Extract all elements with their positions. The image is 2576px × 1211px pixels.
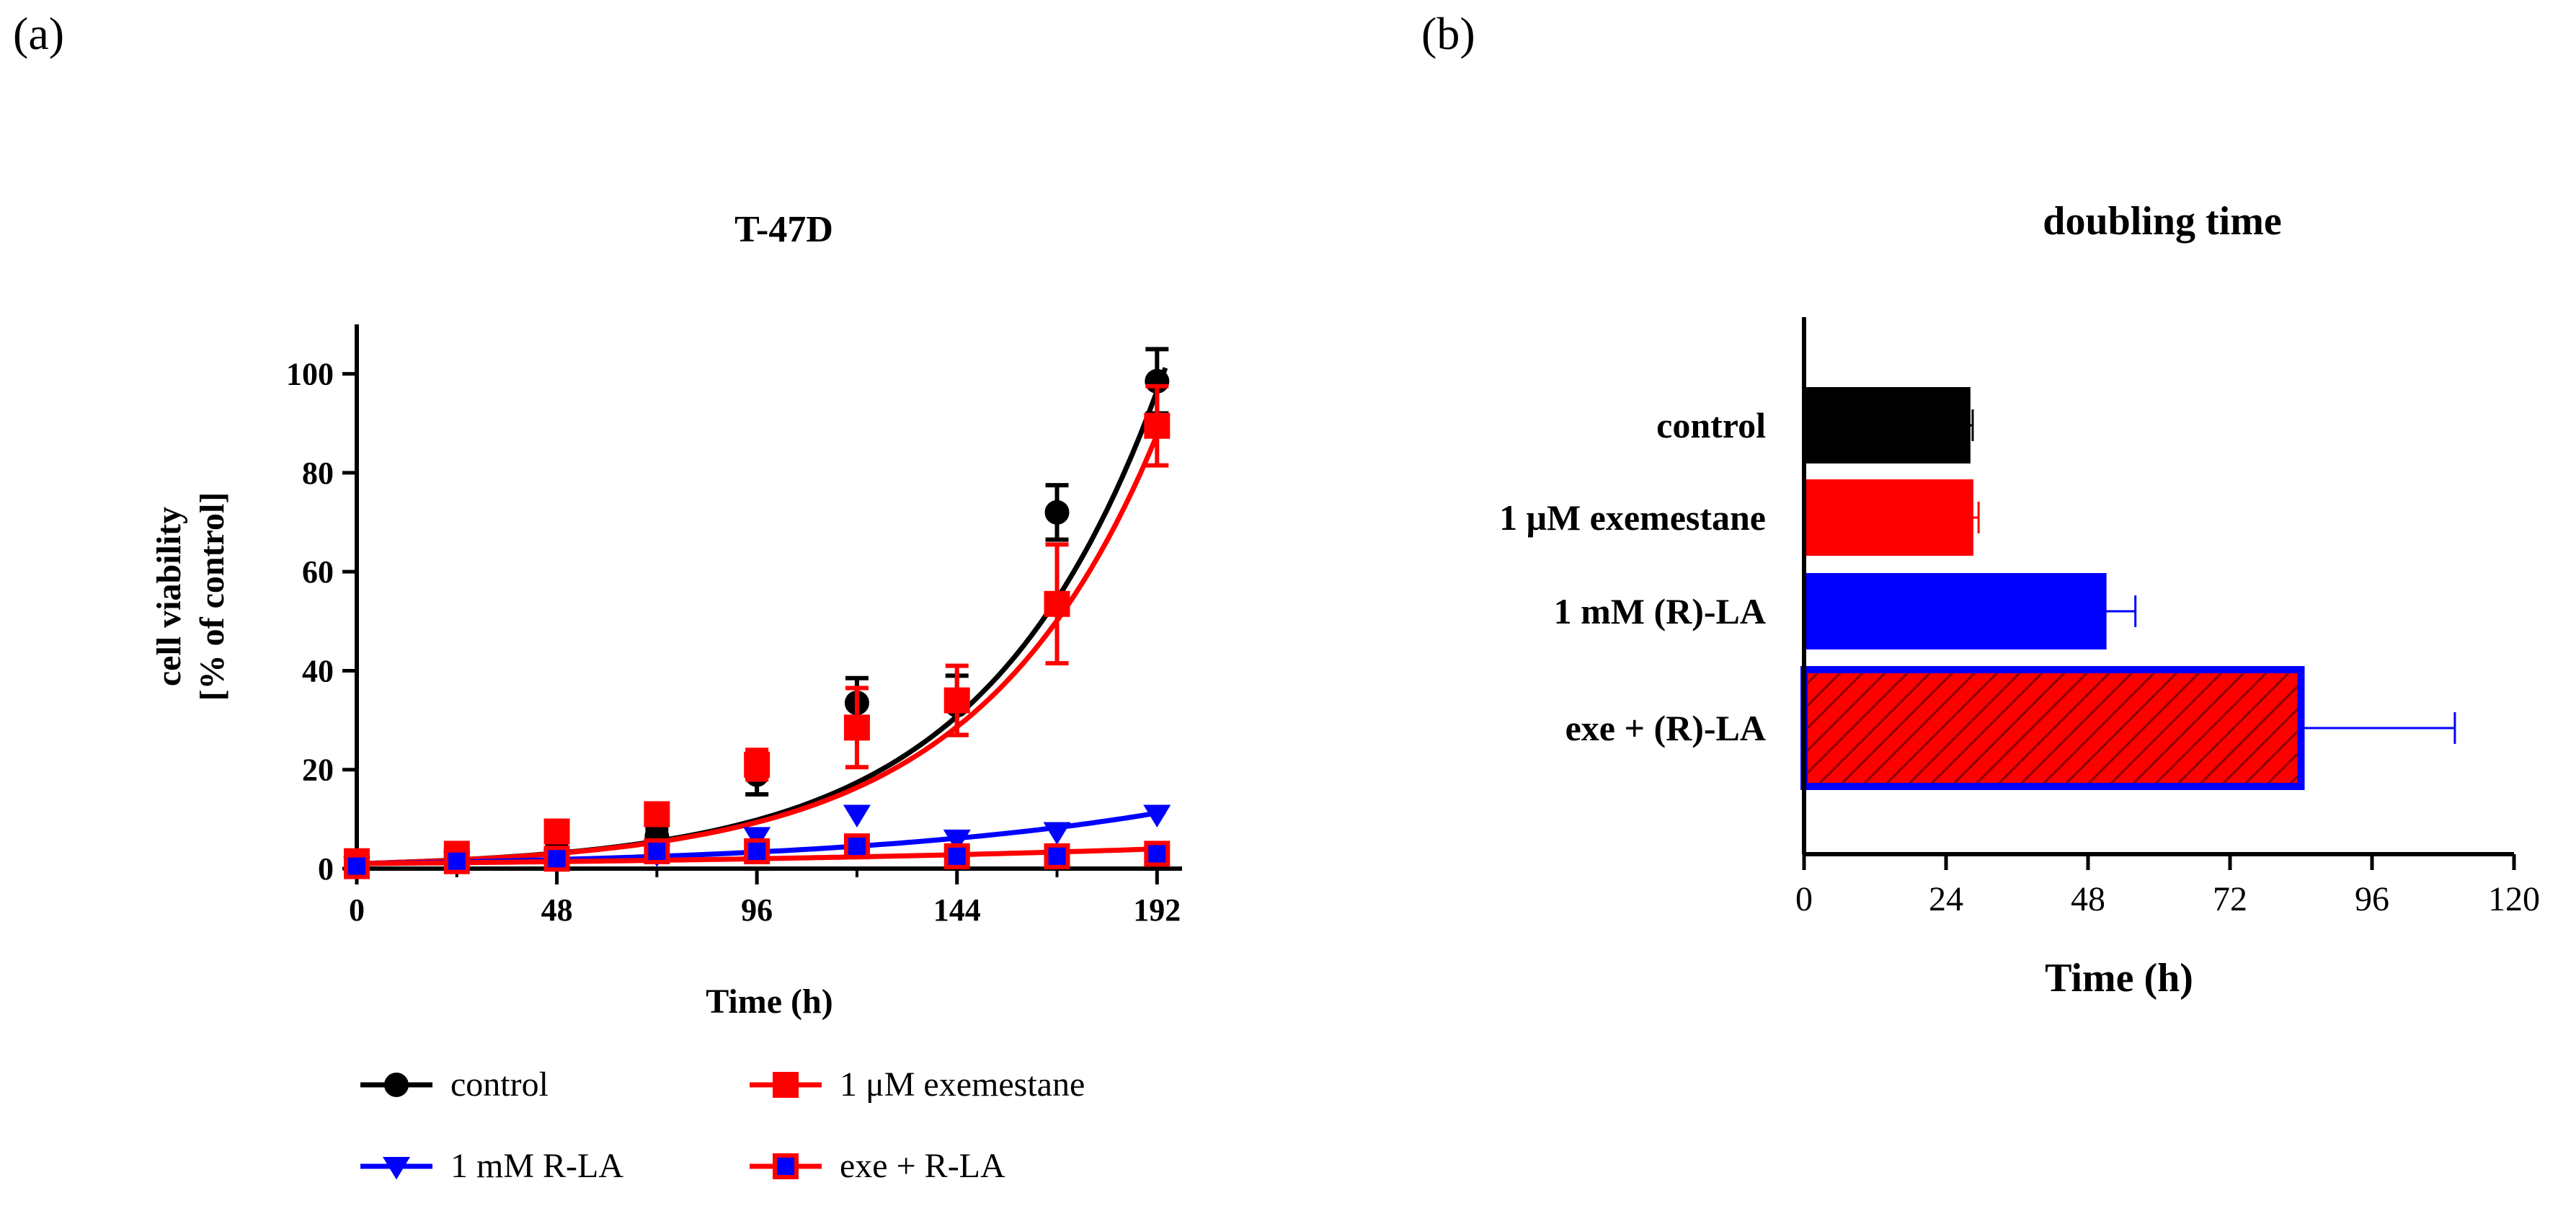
chart-b-xlabel: Time (h): [2045, 956, 2193, 1001]
line-chart-t47d: T-47D 0 20 40 60 80 100 0 48 96 144 192 Time (h) cell…: [150, 209, 1182, 1185]
chart-b-title: doubling time: [2043, 199, 2281, 244]
data-point-1-m-exemestane: [1144, 412, 1171, 439]
bar-control: [1803, 387, 1971, 463]
data-point-1-m-exemestane: [843, 714, 870, 741]
chart-a-ylabel-line: cell viability: [150, 507, 188, 686]
x-tick-label: 120: [2488, 880, 2540, 918]
x-tick-label: 24: [1929, 880, 1963, 918]
legend-label-1-m-exemestane: 1 μM exemestane: [840, 1065, 1085, 1104]
data-point-1-mm-r-la: [843, 804, 871, 828]
legend-marker-1-mm-r-la: [382, 1157, 411, 1180]
legend-marker-control: [384, 1073, 409, 1097]
data-point-exe-r-la: [344, 853, 370, 879]
chart-a-title: T-47D: [734, 209, 833, 250]
x-tick-label: 192: [1133, 892, 1181, 928]
bar-exe-r-la: [1800, 666, 2305, 790]
data-point-exe-r-la: [644, 838, 670, 864]
bar-chart-doubling-time: doubling time control 1 μM exemestane 1 mM …: [1499, 199, 2540, 1001]
y-tick-label: 40: [302, 653, 334, 688]
x-tick-label: 144: [933, 892, 981, 928]
chart-a-ylabel-line: [% of control]: [193, 492, 231, 701]
x-tick-label: 0: [349, 892, 365, 928]
x-tick-label: 48: [2071, 880, 2105, 918]
data-point-1-m-exemestane: [1044, 590, 1070, 617]
y-tick-label: 100: [286, 357, 334, 392]
panel-label-a: (a): [13, 8, 65, 59]
chart-a-ylabel: cell viability [% of control]: [150, 492, 231, 701]
x-tick-label: 72: [2213, 880, 2247, 918]
data-point-1-m-exemestane: [543, 818, 570, 845]
category-label-1-m-exemestane: 1 μM exemestane: [1499, 497, 1766, 538]
legend-label-1-mm-r-la: 1 mM R-LA: [450, 1147, 623, 1185]
data-point-exe-r-la: [1144, 840, 1171, 867]
y-tick-label: 20: [302, 753, 334, 788]
bar-1-mm-r-la: [1803, 573, 2107, 649]
x-tick-label: 48: [541, 892, 573, 928]
y-tick-label: 0: [318, 851, 334, 887]
bar-1-m-exemestane: [1803, 479, 1973, 556]
data-point-exe-r-la: [1044, 843, 1070, 869]
fit-curve-1-m-exemestane: [356, 413, 1168, 866]
legend-marker-1-m-exemestane: [773, 1072, 799, 1098]
category-label-exe-r-la: exe + (R)-LA: [1565, 708, 1766, 748]
data-point-1-mm-r-la: [1043, 822, 1071, 845]
data-point-exe-r-la: [943, 843, 970, 869]
legend-label-control: control: [450, 1065, 548, 1104]
data-point-exe-r-la: [543, 846, 570, 872]
data-point-1-m-exemestane: [644, 801, 670, 828]
category-label-control: control: [1656, 405, 1766, 445]
legend-label-exe-r-la: exe + R-LA: [840, 1147, 1005, 1185]
legend-marker-exe-r-la: [773, 1153, 799, 1179]
data-point-1-mm-r-la: [743, 827, 771, 850]
panel-label-b: (b): [1421, 8, 1475, 59]
y-tick-label: 60: [302, 554, 334, 590]
chart-a-xlabel: Time (h): [706, 982, 832, 1021]
data-point-1-m-exemestane: [943, 687, 970, 714]
x-tick-label: 96: [2355, 880, 2389, 918]
x-tick-label: 96: [741, 892, 773, 928]
y-tick-label: 80: [302, 456, 334, 491]
category-label-1-mm-r-la: 1 mM (R)-LA: [1554, 591, 1766, 631]
data-point-exe-r-la: [744, 838, 770, 864]
x-tick-label: 0: [1795, 880, 1813, 918]
data-point-control: [1044, 500, 1070, 525]
data-point-exe-r-la: [443, 848, 470, 874]
data-point-exe-r-la: [843, 833, 870, 860]
data-point-1-mm-r-la: [943, 829, 971, 853]
data-point-1-m-exemestane: [744, 751, 770, 778]
data-point-1-mm-r-la: [1143, 804, 1171, 828]
